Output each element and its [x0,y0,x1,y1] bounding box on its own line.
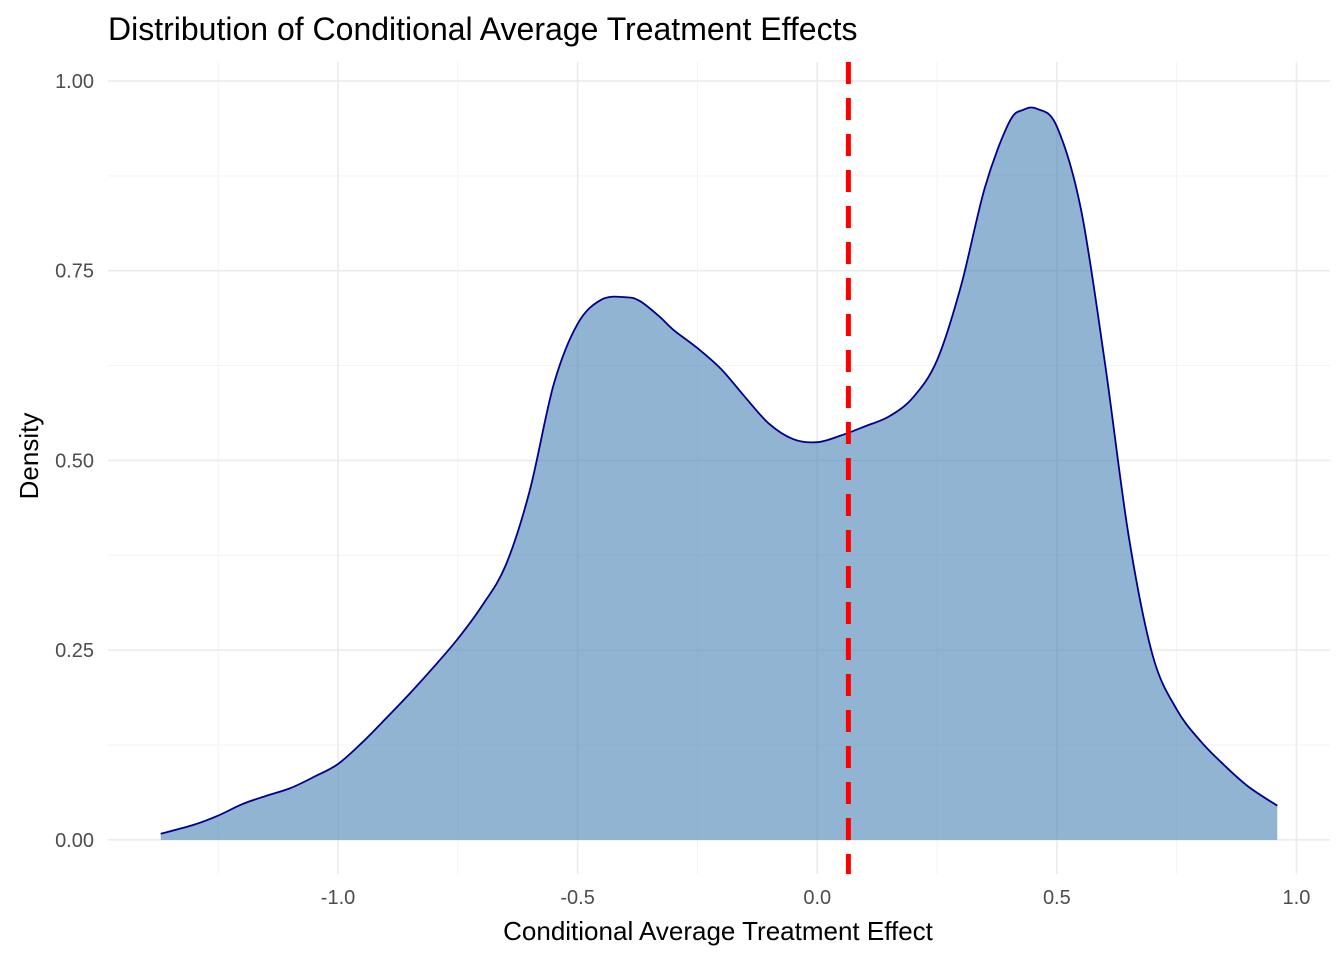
x-tick-label: 0.5 [1043,887,1071,909]
y-axis-tick-labels: 0.00 0.25 0.50 0.75 1.00 [55,71,94,852]
x-tick-label: -1.0 [321,887,355,909]
density-series [160,106,1278,840]
x-tick-label: 1.0 [1283,887,1311,909]
x-tick-label: -0.5 [560,887,594,909]
y-axis-title: Density [14,413,44,500]
density-line [160,106,1278,835]
y-tick-label: 1.00 [55,71,94,93]
chart-title: Distribution of Conditional Average Trea… [108,11,857,47]
y-tick-label: 0.50 [55,450,94,472]
x-tick-label: 0.0 [803,887,831,909]
density-area [160,107,1278,840]
x-axis-title: Conditional Average Treatment Effect [503,916,934,946]
x-axis-tick-labels: -1.0 -0.5 0.0 0.5 1.0 [321,887,1311,909]
y-tick-label: 0.00 [55,830,94,852]
y-tick-label: 0.75 [55,261,94,283]
y-tick-label: 0.25 [55,640,94,662]
